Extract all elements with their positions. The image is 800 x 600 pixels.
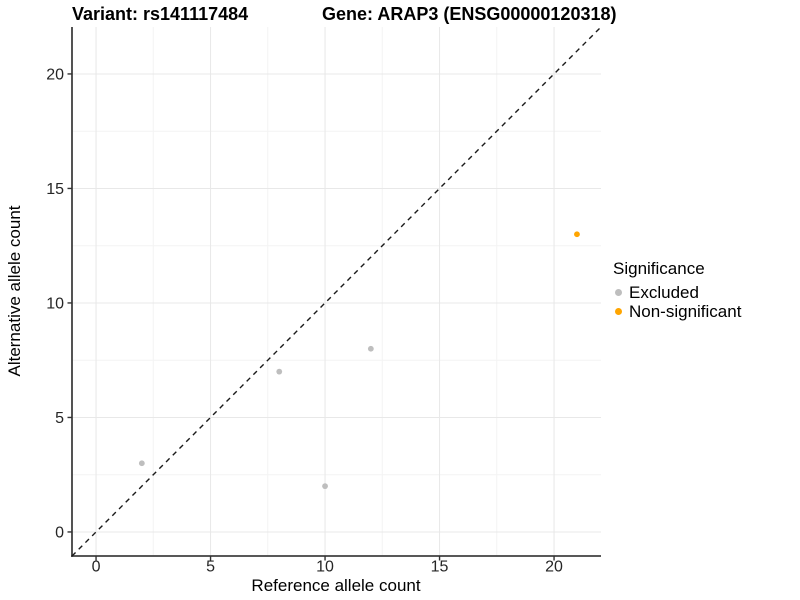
data-point-excluded xyxy=(367,345,374,352)
plot-title-variant: Variant: rs141117484 xyxy=(72,4,249,24)
legend: Significance Excluded Non-significant xyxy=(613,259,741,321)
legend-item: Non-significant xyxy=(613,302,741,321)
y-tick-label: 20 xyxy=(46,66,64,83)
data-point-non-significant xyxy=(574,231,580,238)
legend-title: Significance xyxy=(613,259,705,278)
x-tick-label: 5 xyxy=(206,559,215,576)
y-tick-label: 15 xyxy=(46,181,64,198)
data-point-excluded xyxy=(276,368,283,375)
legend-item: Excluded xyxy=(613,283,741,302)
data-point-excluded xyxy=(322,483,328,490)
data-point-excluded xyxy=(138,460,145,467)
legend-key-dot-icon xyxy=(615,289,622,296)
x-tick-label: 0 xyxy=(92,559,101,576)
identity-dashed-line xyxy=(71,26,602,557)
y-tick-label: 10 xyxy=(46,295,64,312)
x-tick-label: 20 xyxy=(545,559,563,576)
y-tick-label: 5 xyxy=(55,410,64,427)
x-axis-label: Reference allele count xyxy=(251,576,421,595)
legend-item-label: Non-significant xyxy=(629,301,742,321)
x-tick-label: 15 xyxy=(431,559,449,576)
y-tick-label: 0 xyxy=(55,524,64,541)
x-tick-label: 10 xyxy=(316,559,334,576)
legend-key-dot-icon xyxy=(615,308,622,315)
legend-items: Excluded Non-significant xyxy=(613,283,741,321)
plot-title-gene: Gene: ARAP3 (ENSG00000120318) xyxy=(322,4,617,24)
y-axis-label: Alternative allele count xyxy=(5,205,24,377)
legend-item-label: Excluded xyxy=(629,282,699,302)
